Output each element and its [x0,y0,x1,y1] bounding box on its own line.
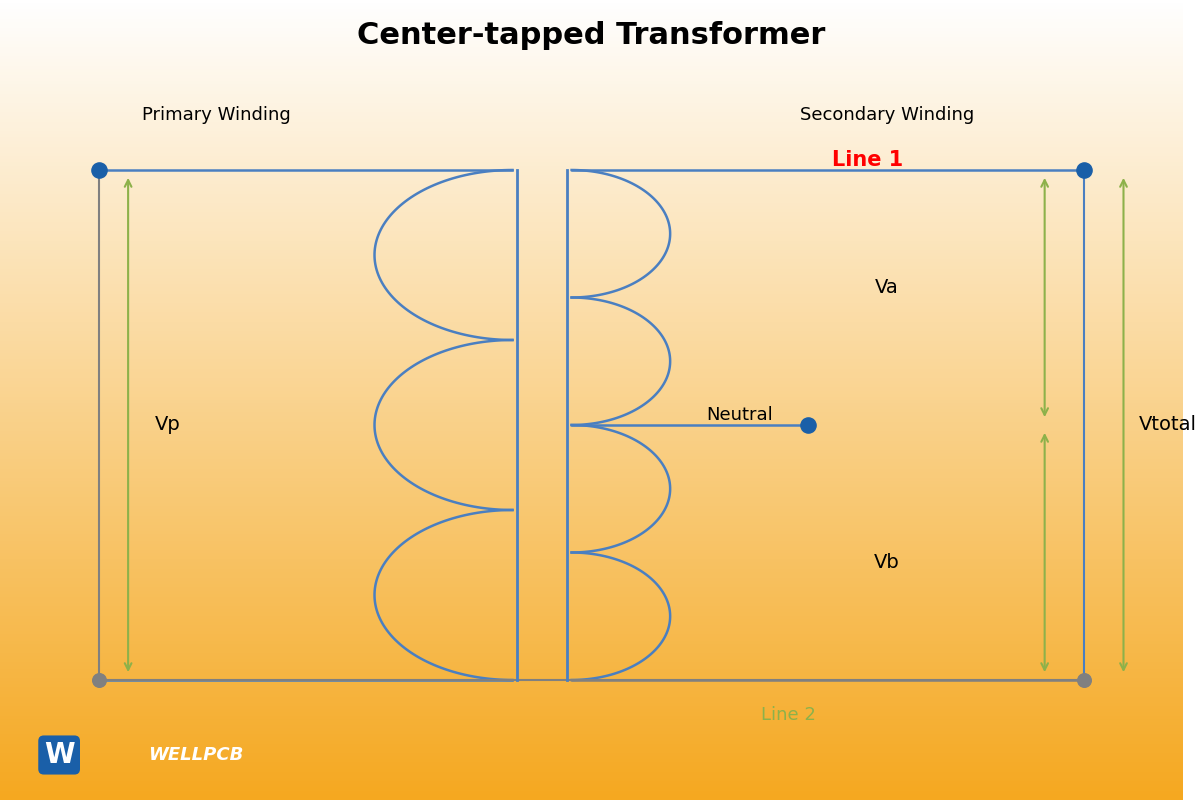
Text: Vp: Vp [155,415,180,434]
Point [89,164,108,177]
Text: Vb: Vb [874,553,900,572]
Text: Primary Winding: Primary Winding [143,106,292,124]
Text: Secondary Winding: Secondary Winding [800,106,974,124]
Point [1074,164,1093,177]
Text: W: W [44,741,74,769]
Text: Center-tapped Transformer: Center-tapped Transformer [358,21,826,50]
Point [1074,674,1093,686]
Text: Line 2: Line 2 [761,706,816,724]
Point [798,418,817,431]
Text: Line 1: Line 1 [832,150,902,170]
Text: Va: Va [875,278,899,297]
Text: WELLPCB: WELLPCB [148,746,244,764]
Text: Neutral: Neutral [706,406,773,424]
Text: Vtotal: Vtotal [1139,415,1196,434]
Point [89,674,108,686]
